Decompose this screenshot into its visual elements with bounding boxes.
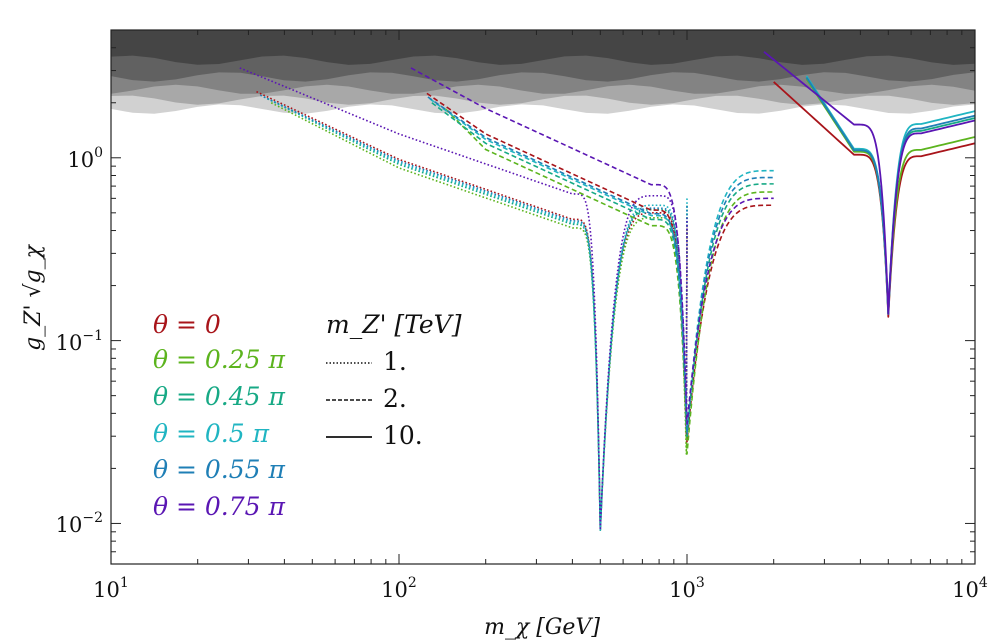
legend-theta-05: θ = 0.5 π xyxy=(153,419,270,448)
series-line-theta-055-mz2 xyxy=(427,96,774,435)
legend-theta-055: θ = 0.55 π xyxy=(153,455,286,484)
series-line-theta-075-mz1 xyxy=(239,67,688,531)
legend-theta-075: θ = 0.75 π xyxy=(153,492,286,521)
y-tick-label-0.1: 10−1 xyxy=(56,328,103,355)
legend-theta-0: θ = 0 xyxy=(153,310,221,339)
y-axis-title: g_Z' √g_χ xyxy=(21,243,46,351)
axis-ticks xyxy=(110,29,976,565)
legend-theta-045: θ = 0.45 π xyxy=(153,382,286,411)
plot-frame xyxy=(110,29,976,565)
x-tick-labels: 101 102 103 104 xyxy=(93,575,988,602)
x-tick-label-10: 101 xyxy=(93,575,129,602)
legend-theta-025: θ = 0.25 π xyxy=(153,345,286,374)
legend-mass-1: 1. xyxy=(383,347,407,376)
series-line-theta-05-mz1 xyxy=(263,96,688,531)
series-line-theta-075-mz10 xyxy=(763,51,975,315)
legend-mass-title: m_Z' [TeV] xyxy=(326,310,462,339)
legend-mass: m_Z' [TeV] 1. 2. 10. xyxy=(326,310,462,450)
band-layer-4 xyxy=(111,30,975,65)
series-line-theta-0-mz1 xyxy=(256,90,688,531)
y-tick-labels: 10−2 10−1 100 xyxy=(56,145,103,537)
x-tick-label-100: 102 xyxy=(381,575,417,602)
series-line-theta-045-mz1 xyxy=(267,98,688,531)
series-line-theta-0-mz2 xyxy=(426,92,774,443)
curve-group xyxy=(239,51,975,531)
x-axis-title: m_χ [GeV] xyxy=(484,615,600,640)
x-tick-label-1000: 103 xyxy=(669,575,705,602)
series-line-theta-025-mz1 xyxy=(270,102,688,531)
series-line-theta-045-mz2 xyxy=(431,102,774,438)
legend-theta: θ = 0 θ = 0.25 π θ = 0.45 π θ = 0.5 π θ … xyxy=(153,310,286,521)
series-line-theta-025-mz2 xyxy=(444,108,774,455)
x-tick-label-10000: 104 xyxy=(952,575,988,602)
excluded-band xyxy=(111,30,975,114)
series-line-theta-0-mz10 xyxy=(773,81,975,318)
series-line-theta-05-mz2 xyxy=(429,98,774,432)
series-line-theta-075-mz2 xyxy=(410,67,774,425)
y-tick-label-1: 100 xyxy=(67,145,103,172)
legend-mass-10: 10. xyxy=(383,421,423,450)
y-tick-label-0.01: 10−2 xyxy=(56,510,103,537)
legend-mass-2: 2. xyxy=(383,384,407,413)
